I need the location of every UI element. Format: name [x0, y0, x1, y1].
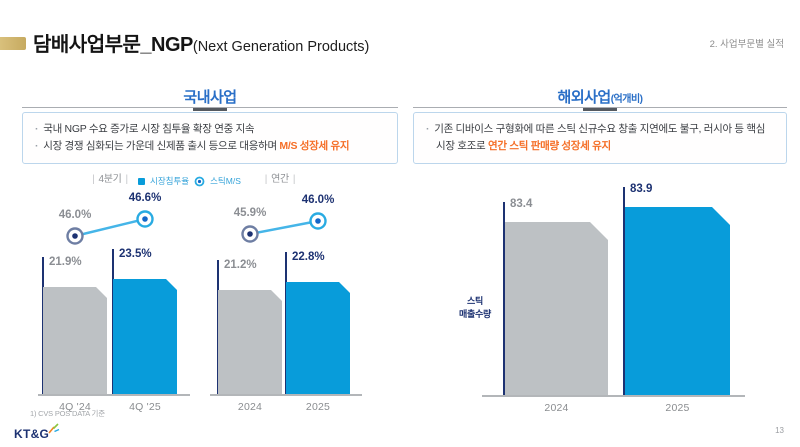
line-value-label: 46.0% [301, 194, 335, 206]
overseas-bullet-1-highlight: 연간 스틱 판매량 성장세 유지 [488, 140, 611, 152]
section-title-overseas-unit: (억개비) [610, 94, 643, 105]
chart-group-label-part: 연간 [271, 174, 289, 185]
chart-group-label-part: 4분기 [98, 174, 122, 185]
chart-footnote: 1) CVS POS DATA 기준 [30, 409, 105, 418]
domestic-summary-box: 국내 NGP 수요 증가로 시장 침투율 확장 연중 지속 시장 경쟁 심화되는… [22, 112, 398, 164]
chart-group-label-part: | [264, 174, 268, 185]
bar-value-label: 83.4 [510, 198, 533, 210]
line-value-label: 45.9% [233, 207, 267, 219]
ktng-logo-sprig-icon [48, 423, 60, 434]
bar-current [113, 279, 177, 394]
x-axis-baseline [38, 394, 190, 396]
x-axis-label: 2025 [665, 402, 690, 414]
page-number: 13 [775, 426, 784, 435]
overseas-bullet-1: 기존 디바이스 구형화에 따른 스틱 신규수요 창출 지연에도 불구, 러시아 … [426, 121, 774, 155]
bar-accent-line [623, 187, 625, 395]
bar-value-label: 23.5% [119, 248, 152, 260]
bar-value-label: 83.9 [630, 183, 653, 195]
breadcrumb: 2. 사업부문별 실적 [709, 39, 784, 50]
bar-value-label: 21.9% [49, 256, 82, 268]
x-axis-label: 2024 [237, 401, 263, 413]
x-axis-baseline [482, 395, 745, 397]
overseas-y-axis-label: 스틱 매출수량 [442, 295, 508, 321]
bar-previous [505, 222, 608, 395]
overseas-y-axis-label-line2: 매출수량 [459, 309, 491, 319]
section-divider-domestic [22, 107, 398, 108]
domestic-bullet-1: 국내 NGP 수요 증가로 시장 침투율 확장 연중 지속 [35, 121, 385, 138]
chart-group-label-part: | [292, 174, 296, 185]
x-axis-label: 2024 [544, 402, 569, 414]
page-title-suffix: (Next Generation Products) [192, 39, 370, 55]
bar-previous [218, 290, 282, 394]
ktng-logo: KT&G [14, 422, 60, 441]
bar-value-label: 22.8% [292, 251, 325, 263]
domestic-bullet-2-highlight: M/S 성장세 유지 [279, 140, 350, 152]
overseas-y-axis-label-line1: 스틱 [467, 296, 483, 306]
section-title-domestic: 국내사업 [183, 89, 237, 106]
legend-bar-label: 시장침투율 [150, 176, 190, 186]
page-title: 담배사업부문_NGP(Next Generation Products) [33, 28, 369, 57]
bar-accent-line [503, 202, 505, 395]
chart-group-label: | 4분기 | [65, 170, 155, 185]
line-value-label: 46.6% [128, 192, 162, 204]
section-title-overseas: 해외사업(억개비) [413, 86, 787, 107]
domestic-bullet-2: 시장 경쟁 심화되는 가운데 신제품 출시 등으로 대응하며 M/S 성장세 유… [35, 138, 385, 155]
section-divider-tick-overseas [583, 108, 617, 111]
bar-previous [43, 287, 107, 394]
bar-current [286, 282, 350, 394]
x-axis-label: 4Q '24 [59, 401, 91, 413]
x-axis-baseline [210, 394, 362, 396]
domestic-bullet-2-text: 시장 경쟁 심화되는 가운데 신제품 출시 등으로 대응하며 [43, 140, 280, 152]
x-axis-label: 2025 [305, 401, 331, 413]
legend-line-label: 스틱M/S [210, 176, 241, 186]
ktng-logo-text: KT&G [14, 427, 50, 441]
legend-bar-swatch-icon [138, 177, 145, 185]
overseas-summary-box: 기존 디바이스 구형화에 따른 스틱 신규수요 창출 지연에도 불구, 러시아 … [413, 112, 787, 164]
bar-current [625, 207, 730, 395]
overseas-bullet-1-text: 기존 디바이스 구형화에 따른 스틱 신규수요 창출 지연에도 불구, 러시아 … [434, 123, 766, 152]
line-value-label: 46.0% [58, 209, 92, 221]
overseas-chart: 스틱 매출수량 83.4 2024 83.9 2025 [415, 168, 787, 420]
bar-value-label: 21.2% [224, 259, 257, 271]
chart-group-label-part: | [125, 174, 129, 185]
section-divider-overseas [413, 107, 787, 108]
domestic-bullet-1-text: 국내 NGP 수요 증가로 시장 침투율 확장 연중 지속 [43, 123, 255, 135]
title-accent-bar [0, 37, 26, 50]
section-title-overseas-text: 해외사업 [557, 89, 612, 106]
domestic-chart: 시장침투율 스틱M/S | 4분기 | 21.9% 4Q '24 46.0% 23.5% 4Q… [22, 168, 398, 420]
chart-group-label: | 연간 | [235, 170, 325, 185]
legend-line-marker-icon [194, 176, 205, 186]
chart-group-label-part: | [92, 174, 95, 185]
page-title-main: 담배사업부문_NGP [33, 34, 193, 56]
chart-legend: 시장침투율 스틱M/S [138, 175, 241, 187]
section-divider-tick-domestic [193, 108, 227, 111]
x-axis-label: 4Q '25 [129, 401, 161, 413]
